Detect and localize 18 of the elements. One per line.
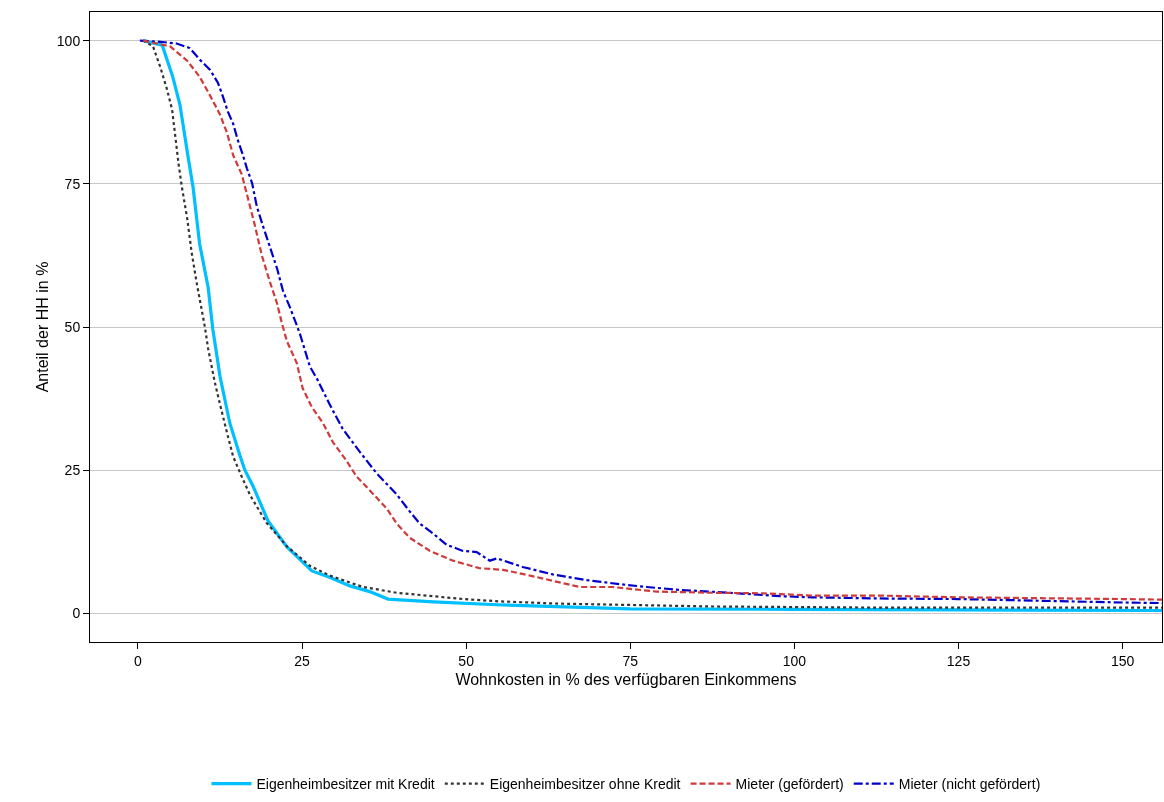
- x-tick-label: 0: [134, 652, 143, 669]
- y-tick-label: 50: [64, 318, 81, 335]
- legend-label: Mieter (gefördert): [735, 776, 844, 793]
- y-tick-label: 25: [64, 462, 81, 479]
- x-tick-label: 75: [622, 652, 639, 669]
- x-tick-label: 25: [294, 652, 311, 669]
- y-axis-title: Anteil der HH in %: [34, 261, 51, 393]
- y-tick-label: 0: [72, 605, 81, 622]
- legend-label: Eigenheimbesitzer mit Kredit: [256, 776, 435, 793]
- x-tick-label: 150: [1110, 652, 1135, 669]
- y-tick-label: 100: [56, 32, 81, 49]
- x-tick-label: 100: [782, 652, 807, 669]
- y-tick-label: 75: [64, 175, 81, 192]
- legend-label: Mieter (nicht gefördert): [898, 776, 1041, 793]
- x-axis-title: Wohnkosten in % des verfügbaren Einkommens: [455, 671, 797, 689]
- legend-label: Eigenheimbesitzer ohne Kredit: [489, 776, 681, 793]
- x-tick-label: 125: [946, 652, 971, 669]
- x-tick-label: 50: [458, 652, 475, 669]
